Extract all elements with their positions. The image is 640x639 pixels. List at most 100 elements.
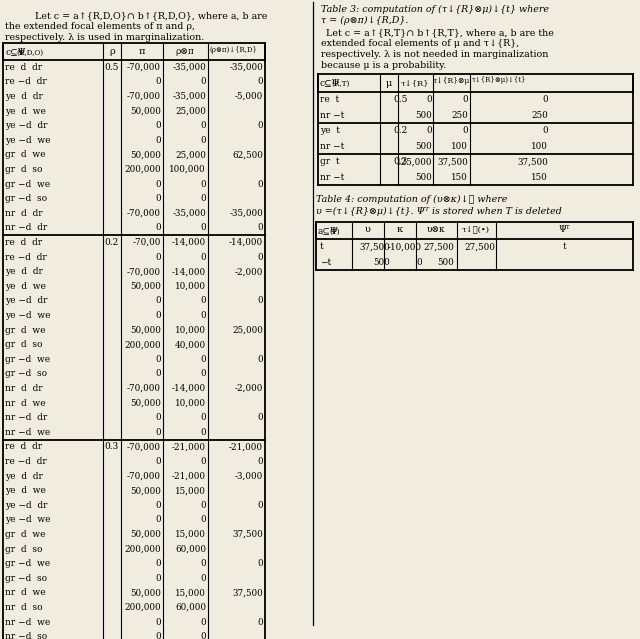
Text: 150: 150 [531, 173, 548, 181]
Text: 0.3: 0.3 [105, 442, 119, 451]
Text: τ↓{R}: τ↓{R} [401, 79, 429, 87]
Text: -35,000: -35,000 [229, 209, 263, 218]
Text: 25,000: 25,000 [175, 150, 206, 159]
Text: 500: 500 [415, 142, 432, 151]
Text: 0: 0 [542, 127, 548, 135]
Text: 60,000: 60,000 [175, 544, 206, 553]
Text: τ↓∅(•): τ↓∅(•) [462, 226, 490, 234]
Text: 0: 0 [156, 427, 161, 437]
Text: gr  t: gr t [320, 157, 340, 166]
Text: re −d  dr: re −d dr [5, 252, 47, 261]
Text: t: t [320, 242, 324, 251]
Text: -70,000: -70,000 [127, 472, 161, 481]
Text: nr −d  we: nr −d we [5, 427, 51, 437]
Text: 0: 0 [200, 516, 206, 525]
Text: ye −d  we: ye −d we [5, 516, 51, 525]
Text: 0: 0 [426, 95, 432, 104]
Text: re  d  dr: re d dr [5, 63, 42, 72]
Text: ye −d  we: ye −d we [5, 311, 51, 320]
Text: 50,000: 50,000 [130, 589, 161, 597]
Text: 0.5: 0.5 [104, 63, 119, 72]
Text: re  t: re t [320, 95, 339, 104]
Text: 0: 0 [257, 252, 263, 261]
Text: Table 3: computation of (τ↓{R}⊗μ)↓{t} where: Table 3: computation of (τ↓{R}⊗μ)↓{t} wh… [321, 5, 549, 14]
Text: -70,000: -70,000 [127, 63, 161, 72]
Text: 50,000: 50,000 [130, 326, 161, 335]
Text: 37,500: 37,500 [232, 589, 263, 597]
Text: 27,500: 27,500 [423, 242, 454, 251]
Text: 0: 0 [200, 224, 206, 233]
Text: 0.2: 0.2 [105, 238, 119, 247]
Text: Let c = a↑{R,D,O}∩ b↑{R,D,O}, where a, b are: Let c = a↑{R,D,O}∩ b↑{R,D,O}, where a, b… [35, 11, 268, 20]
Text: ρ⊗π: ρ⊗π [175, 47, 195, 56]
Text: -10,000: -10,000 [388, 242, 422, 251]
Text: ye  t: ye t [320, 127, 340, 135]
Text: κ: κ [397, 226, 403, 235]
Text: gr −d  so: gr −d so [5, 574, 47, 583]
Text: 15,000: 15,000 [175, 486, 206, 495]
Text: nr  d  we: nr d we [5, 399, 45, 408]
Text: -5,000: -5,000 [235, 92, 263, 101]
Text: 250: 250 [451, 111, 468, 119]
Text: 0: 0 [200, 121, 206, 130]
Text: -35,000: -35,000 [229, 63, 263, 72]
Text: gr  d  we: gr d we [5, 326, 45, 335]
Text: nr −t: nr −t [320, 142, 344, 151]
Text: 0: 0 [257, 457, 263, 466]
Text: -70,000: -70,000 [127, 384, 161, 393]
Text: -70,000: -70,000 [127, 442, 161, 451]
Text: 250: 250 [531, 111, 548, 119]
Text: -2,000: -2,000 [235, 384, 263, 393]
Text: υ⊗κ: υ⊗κ [427, 226, 445, 235]
Text: 0: 0 [257, 77, 263, 86]
Text: -14,000: -14,000 [172, 267, 206, 276]
Text: μ: μ [386, 79, 392, 88]
Text: c⊆Ψ: c⊆Ψ [320, 78, 340, 87]
Text: 37,500: 37,500 [359, 242, 390, 251]
Text: 0: 0 [257, 355, 263, 364]
Text: gr −d  we: gr −d we [5, 180, 50, 189]
Text: 60,000: 60,000 [175, 603, 206, 612]
Text: nr −t: nr −t [320, 111, 344, 119]
Text: 10,000: 10,000 [175, 399, 206, 408]
Text: 200,000: 200,000 [124, 544, 161, 553]
Text: gr  d  so: gr d so [5, 165, 42, 174]
Text: ye  d  we: ye d we [5, 486, 46, 495]
Text: 0: 0 [156, 501, 161, 510]
Text: the extended focal elements of π and ρ,: the extended focal elements of π and ρ, [5, 22, 195, 31]
Text: nr −t: nr −t [320, 173, 344, 181]
Text: 500: 500 [437, 258, 454, 266]
Text: 0: 0 [156, 516, 161, 525]
Text: 0: 0 [156, 252, 161, 261]
Text: gr  d  we: gr d we [5, 530, 45, 539]
Text: 0: 0 [156, 355, 161, 364]
Text: (T): (T) [329, 228, 340, 236]
Text: nr −d  we: nr −d we [5, 618, 51, 627]
Text: −t: −t [320, 258, 332, 266]
Text: 0: 0 [200, 574, 206, 583]
Text: ye  d  dr: ye d dr [5, 92, 43, 101]
Text: 500: 500 [415, 173, 432, 181]
Text: gr  d  so: gr d so [5, 340, 42, 349]
Text: 0: 0 [257, 413, 263, 422]
Text: Let c = a↑{R,T}∩ b↑{R,T}, where a, b are the: Let c = a↑{R,T}∩ b↑{R,T}, where a, b are… [326, 28, 554, 37]
Text: Ψᵀ: Ψᵀ [558, 226, 570, 235]
Text: 0: 0 [156, 574, 161, 583]
Text: re −d  dr: re −d dr [5, 77, 47, 86]
Text: 0: 0 [156, 413, 161, 422]
Text: 200,000: 200,000 [124, 340, 161, 349]
Text: τ↓{R}⊗μ)↓{t}: τ↓{R}⊗μ)↓{t} [472, 76, 527, 84]
Text: nr  d  dr: nr d dr [5, 384, 43, 393]
Text: 500: 500 [373, 258, 390, 266]
Text: -14,000: -14,000 [172, 384, 206, 393]
Text: -2,000: -2,000 [235, 267, 263, 276]
Text: (R,T): (R,T) [331, 80, 349, 88]
Text: 10,000: 10,000 [175, 326, 206, 335]
Text: 0: 0 [426, 127, 432, 135]
Text: 62,500: 62,500 [232, 150, 263, 159]
Text: nr  d  we: nr d we [5, 589, 45, 597]
Text: ρ: ρ [109, 47, 115, 56]
Text: -14,000: -14,000 [229, 238, 263, 247]
Text: 37,500: 37,500 [232, 530, 263, 539]
Text: 10,000: 10,000 [175, 282, 206, 291]
